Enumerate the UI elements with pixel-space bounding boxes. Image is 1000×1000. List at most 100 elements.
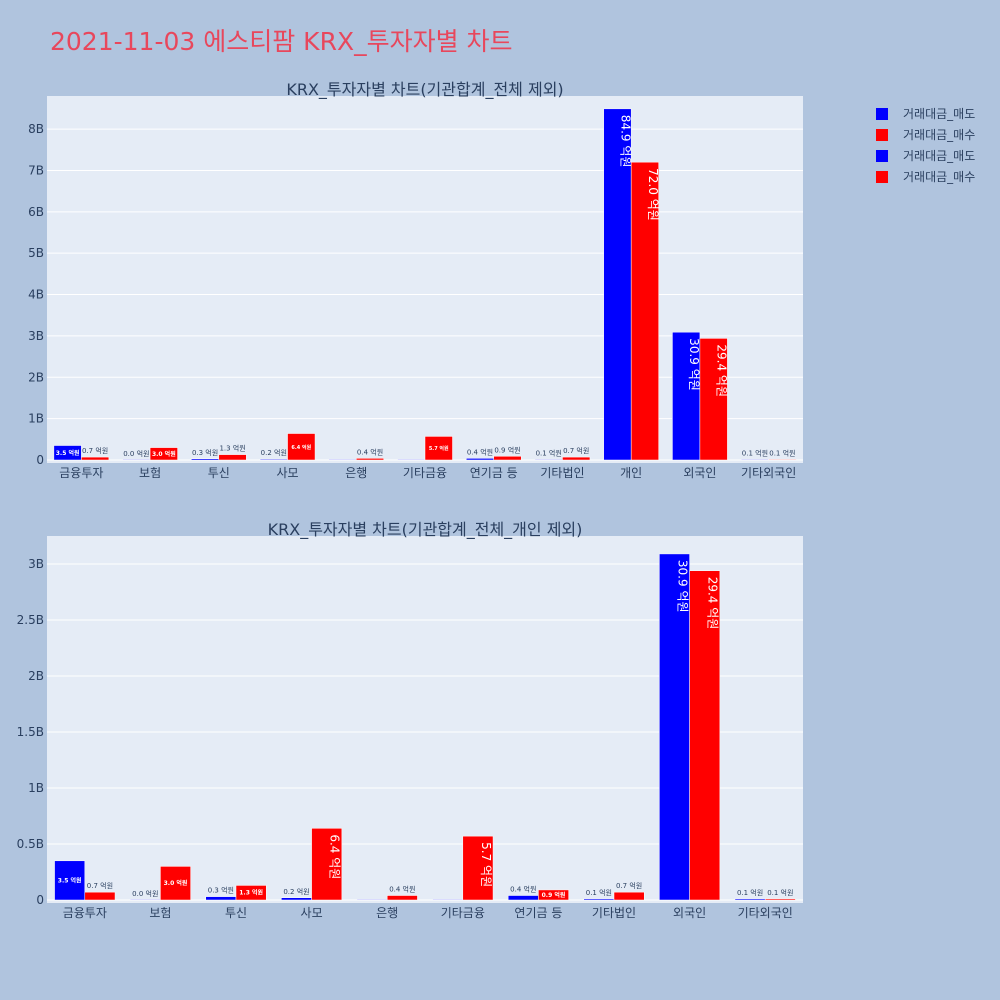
bar-data-label: 84.9 억원 (618, 115, 632, 168)
legend-swatch (876, 108, 888, 120)
bar-sell (734, 898, 766, 901)
x-tick-label: 연기금 등 (470, 466, 518, 480)
bar-data-label: 3.0 억원 (152, 450, 176, 458)
legend-item-label: 거래대금_매수 (903, 170, 975, 184)
bar-data-label: 0.7 억원 (563, 446, 589, 455)
bar-buy (218, 454, 247, 461)
x-tick-label: 기타외국인 (741, 466, 796, 480)
bar-buy (149, 447, 178, 461)
bar-data-label: 0.9 억원 (494, 445, 520, 454)
legend-swatch (876, 150, 888, 162)
chart-subtitle: KRX_투자자별 차트(기관합계_전체_개인 제외) (268, 520, 583, 540)
bar-sell (129, 899, 161, 901)
x-tick-label: 보험 (139, 466, 161, 480)
bar-sell (507, 895, 539, 901)
y-tick-label: 6B (28, 205, 44, 219)
x-tick-label: 기타법인 (540, 466, 584, 480)
bar-data-label: 0.1 억원 (536, 449, 562, 458)
bar-buy (768, 459, 797, 461)
x-tick-label: 기타금융 (403, 466, 447, 480)
bar-buy (424, 436, 453, 461)
x-tick-label: 사모 (301, 906, 323, 920)
legend-item-label: 거래대금_매수 (903, 128, 975, 142)
bar-data-label: 0.7 억원 (87, 881, 113, 890)
x-tick-label: 투신 (225, 906, 247, 920)
x-tick-label: 기타법인 (592, 906, 636, 920)
bar-sell (465, 458, 494, 461)
bar-data-label: 1.3 억원 (239, 889, 263, 897)
x-tick-label: 은행 (376, 905, 398, 920)
x-tick-label: 연기금 등 (514, 906, 562, 920)
bar-data-label: 0.1 억원 (742, 449, 768, 458)
bar-data-label: 0.1 억원 (767, 888, 793, 897)
bar-buy (84, 891, 116, 901)
chart-panel-top: 0 1B 2B 3B 4B 5B 6B 7B 8B KRX_투자자별 차트(기관합계_전체 제외)… (28, 80, 803, 480)
legend-swatch (876, 129, 888, 141)
bar-buy (235, 885, 267, 901)
bar-buy (562, 456, 591, 461)
page-title: 2021-11-03 에스티팜 KRX_투자자별 차트 (50, 27, 513, 56)
bar-data-label: 3.5 억원 (56, 449, 80, 457)
y-tick-label: 0 (36, 453, 44, 467)
bar-buy (764, 898, 796, 901)
bar-sell (122, 459, 151, 461)
bar-sell (740, 459, 769, 461)
bar-data-label: 30.9 억원 (687, 338, 701, 391)
bar-data-label: 0.9 억원 (542, 891, 566, 899)
x-tick-label: 금융투자 (63, 906, 107, 920)
x-tick-label: 금융투자 (59, 466, 103, 480)
bar-sell (356, 899, 388, 901)
x-tick-label: 보험 (149, 906, 171, 920)
y-tick-label: 1.5B (17, 725, 44, 739)
bar-data-label: 29.4 억원 (706, 577, 720, 630)
bar-buy (689, 570, 721, 901)
x-tick-label: 개인 (620, 466, 642, 480)
bar-data-label: 3.5 억원 (58, 876, 82, 884)
bar-buy (699, 338, 728, 461)
y-tick-label: 2.5B (17, 613, 44, 627)
bar-buy (287, 433, 316, 461)
bar-data-label: 0.3 억원 (208, 886, 234, 895)
x-tick-label: 사모 (276, 466, 298, 480)
bar-data-label: 6.4 억원 (328, 834, 342, 879)
bar-sell (281, 897, 312, 901)
y-tick-label: 0.5B (17, 837, 44, 851)
x-tick-label: 기타외국인 (738, 906, 793, 920)
bar-sell (53, 445, 82, 461)
y-tick-label: 3B (28, 329, 44, 343)
y-tick-label: 5B (28, 246, 44, 260)
bar-data-label: 0.4 억원 (389, 885, 415, 894)
y-tick-label: 2B (28, 669, 44, 683)
x-tick-label: 외국인 (673, 906, 706, 920)
bar-sell (328, 459, 357, 461)
bar-data-label: 5.7 억원 (429, 445, 449, 452)
bar-data-label: 0.2 억원 (283, 887, 309, 896)
bar-data-label: 0.0 억원 (132, 889, 158, 898)
bar-data-label: 0.2 억원 (261, 448, 287, 457)
bar-data-label: 6.4 억원 (291, 444, 311, 451)
bar-data-label: 30.9 억원 (675, 560, 689, 613)
bar-buy (462, 835, 494, 901)
bar-buy (386, 895, 418, 901)
bar-data-label: 0.4 억원 (467, 447, 493, 456)
bar-sell (672, 331, 701, 461)
legend-swatch (876, 171, 888, 183)
bar-buy (630, 161, 659, 461)
bar-data-label: 0.4 억원 (510, 885, 536, 894)
bar-sell (432, 899, 464, 901)
bar-buy (311, 828, 343, 901)
chart-subtitle: KRX_투자자별 차트(기관합계_전체 제외) (286, 80, 563, 100)
bar-sell (583, 898, 615, 901)
bar-data-label: 0.1 억원 (586, 888, 612, 897)
y-tick-label: 2B (28, 370, 44, 384)
bar-data-label: 0.4 억원 (357, 447, 383, 456)
x-tick-label: 외국인 (683, 466, 716, 480)
bar-data-label: 0.1 억원 (769, 449, 795, 458)
y-tick-label: 7B (28, 163, 44, 177)
bar-sell (397, 459, 426, 461)
bar-sell (54, 860, 86, 901)
bar-sell (259, 458, 288, 461)
bar-buy (356, 458, 385, 461)
x-tick-label: 은행 (345, 465, 367, 480)
